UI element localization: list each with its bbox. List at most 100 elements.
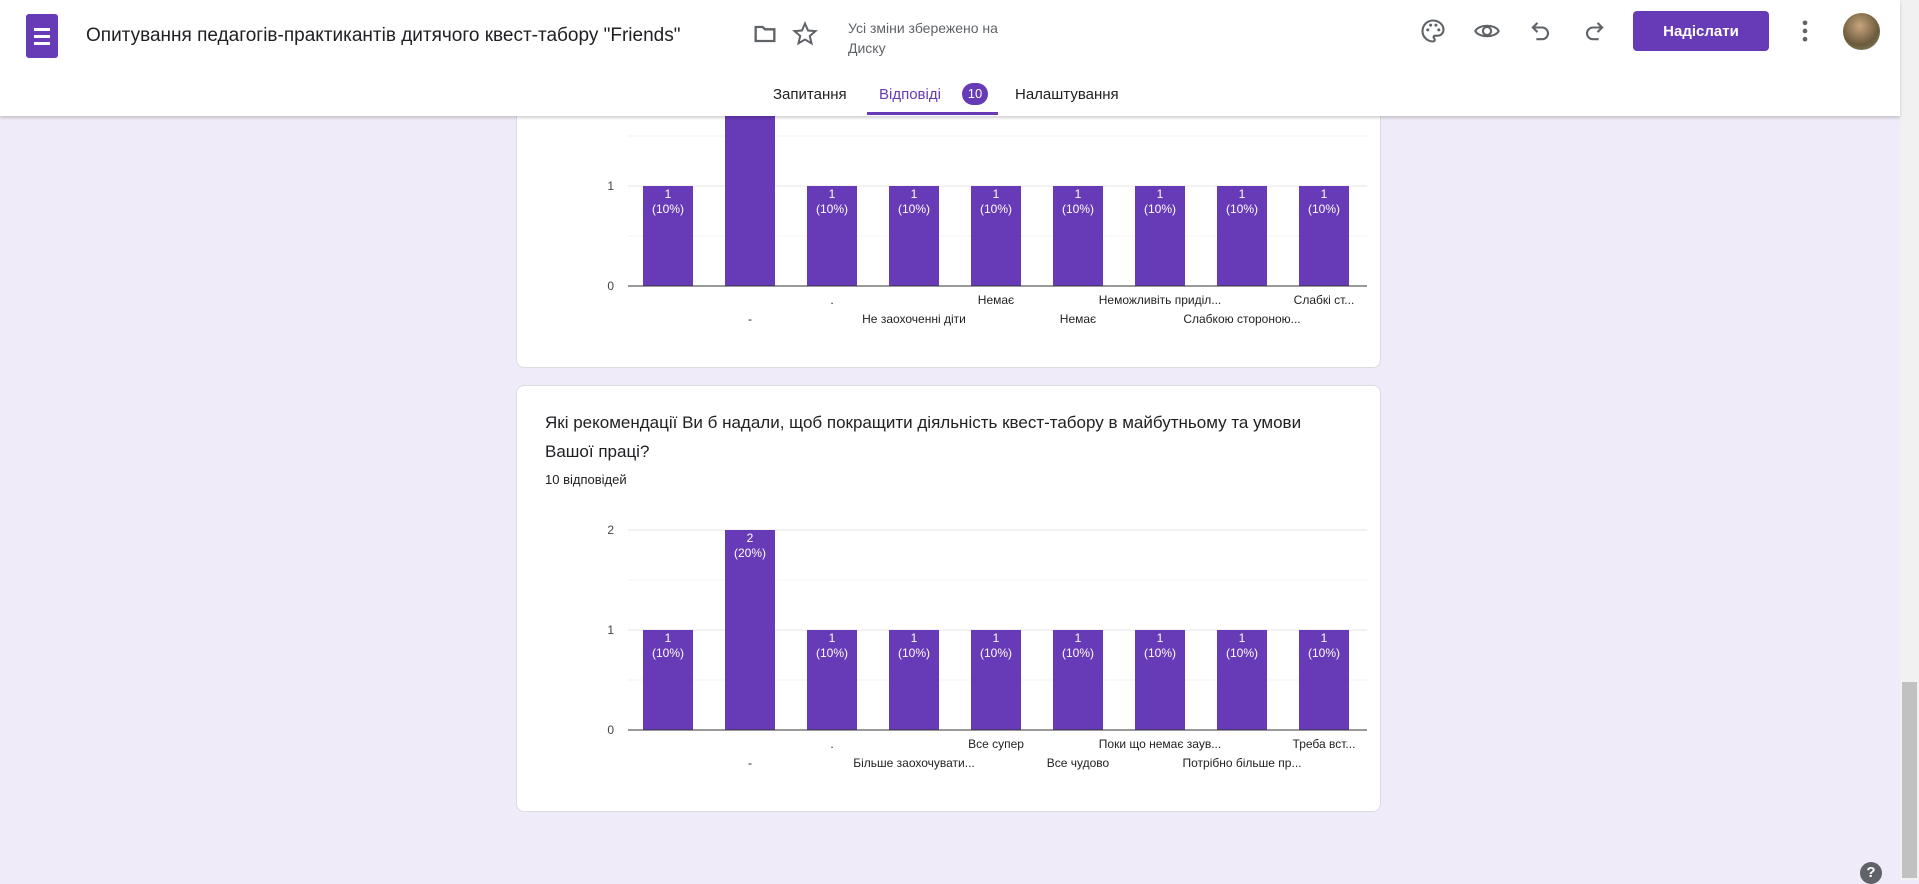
bar	[889, 186, 939, 286]
bar-data-label: 1	[993, 187, 1000, 201]
x-category-label: Немає	[978, 293, 1014, 307]
bar	[889, 630, 939, 730]
bar-data-label: (10%)	[816, 646, 848, 660]
send-button[interactable]: Надіслати	[1633, 11, 1769, 51]
y-tick-label: 1	[607, 623, 614, 637]
bar-data-label: (10%)	[652, 646, 684, 660]
y-tick-label: 2	[607, 523, 614, 537]
bar-data-label: (10%)	[1062, 646, 1094, 660]
bar-data-label: (10%)	[1226, 202, 1258, 216]
bar	[807, 630, 857, 730]
bar-data-label: 1	[829, 631, 836, 645]
more-vert-icon[interactable]	[1791, 17, 1819, 45]
x-category-label: Слабкі ст...	[1294, 293, 1355, 307]
x-category-label: Поки що немає заув...	[1099, 737, 1221, 751]
bar-data-label: 1	[911, 631, 918, 645]
bar-data-label: 1	[1075, 631, 1082, 645]
bar-data-label: (10%)	[1226, 646, 1258, 660]
bar-data-label: 1	[1239, 187, 1246, 201]
bar-data-label: (10%)	[980, 646, 1012, 660]
x-category-label: Більше заохочувати...	[853, 756, 975, 770]
bar	[643, 186, 693, 286]
palette-icon[interactable]	[1419, 17, 1447, 45]
undo-icon[interactable]	[1527, 17, 1555, 45]
bar-data-label: 1	[1321, 187, 1328, 201]
bar-data-label: 1	[665, 187, 672, 201]
bar	[725, 86, 775, 286]
bar-data-label: 1	[911, 187, 918, 201]
bar	[971, 186, 1021, 286]
bar-data-label: (10%)	[652, 202, 684, 216]
y-tick-label: 0	[607, 723, 614, 737]
x-category-label: Все супер	[968, 737, 1024, 751]
response-count: 10 відповідей	[545, 472, 627, 487]
x-category-label: .	[830, 737, 833, 751]
tab-bar: Запитання Відповіді 10 Налаштування	[0, 78, 1900, 116]
help-button[interactable]: ?	[1860, 862, 1882, 884]
bar	[1299, 186, 1349, 286]
bar-data-label: (10%)	[898, 202, 930, 216]
x-category-label: Неможливіть приділ...	[1099, 293, 1222, 307]
bar-chart: 011(10%)2(20%)-1(10%).1(10%)Не заохоченн…	[607, 85, 1367, 326]
bar-data-label: 1	[1075, 187, 1082, 201]
star-icon[interactable]	[791, 20, 819, 48]
app-header: Опитування педагогів-практикантів дитячо…	[0, 0, 1900, 116]
bar-data-label: (10%)	[898, 646, 930, 660]
bar	[1053, 630, 1103, 730]
scrollbar[interactable]	[1900, 0, 1919, 880]
redo-icon[interactable]	[1580, 17, 1608, 45]
bar-data-label: 2	[747, 531, 754, 545]
bar-data-label: (10%)	[1308, 646, 1340, 660]
bar-data-label: 1	[665, 631, 672, 645]
bar-data-label: (10%)	[1144, 646, 1176, 660]
bar	[1217, 186, 1267, 286]
bar	[971, 630, 1021, 730]
x-category-label: .	[830, 293, 833, 307]
x-category-label: -	[748, 312, 752, 326]
bar-data-label: (10%)	[1062, 202, 1094, 216]
responses-count-badge: 10	[962, 83, 988, 105]
bar-data-label: 1	[1157, 631, 1164, 645]
question-title: Які рекомендації Ви б надали, щоб покращ…	[545, 413, 1302, 461]
y-tick-label: 0	[607, 279, 614, 293]
y-tick-label: 1	[607, 179, 614, 193]
bar-data-label: (10%)	[1308, 202, 1340, 216]
bar-data-label: 1	[1239, 631, 1246, 645]
tab-responses[interactable]: Відповіді	[879, 86, 941, 103]
bar-data-label: 1	[993, 631, 1000, 645]
form-title[interactable]: Опитування педагогів-практикантів дитячо…	[86, 25, 681, 46]
forms-logo-icon[interactable]	[26, 14, 58, 58]
preview-eye-icon[interactable]	[1473, 17, 1501, 45]
bar	[1135, 630, 1185, 730]
bar-data-label: 1	[1157, 187, 1164, 201]
x-category-label: Потрібно більше пр...	[1183, 756, 1302, 770]
bar	[1299, 630, 1349, 730]
folder-icon[interactable]	[751, 20, 779, 48]
bar	[725, 530, 775, 730]
x-category-label: Все чудово	[1047, 756, 1110, 770]
active-tab-indicator	[867, 112, 998, 115]
x-category-label: Немає	[1060, 312, 1096, 326]
x-category-label: Треба вст...	[1293, 737, 1356, 751]
bar-data-label: 1	[829, 187, 836, 201]
bar-data-label: (20%)	[734, 546, 766, 560]
bar	[1217, 630, 1267, 730]
save-status: Усі зміни збережено на Диску	[848, 20, 998, 56]
x-category-label: Слабкою стороною...	[1183, 312, 1300, 326]
scrollbar-thumb[interactable]	[1902, 682, 1917, 878]
bar	[1053, 186, 1103, 286]
tab-settings[interactable]: Налаштування	[1015, 86, 1119, 103]
bar-data-label: (10%)	[816, 202, 848, 216]
bar-data-label: 1	[1321, 631, 1328, 645]
question-card: Які рекомендації Ви б надали, щоб покращ…	[516, 385, 1381, 812]
tab-questions[interactable]: Запитання	[773, 86, 847, 103]
bar-data-label: (10%)	[980, 202, 1012, 216]
bar	[643, 630, 693, 730]
bar	[1135, 186, 1185, 286]
bar	[807, 186, 857, 286]
avatar[interactable]	[1843, 13, 1880, 50]
x-category-label: Не заохоченні діти	[862, 312, 966, 326]
bar-data-label: (10%)	[1144, 202, 1176, 216]
x-category-label: -	[748, 756, 752, 770]
